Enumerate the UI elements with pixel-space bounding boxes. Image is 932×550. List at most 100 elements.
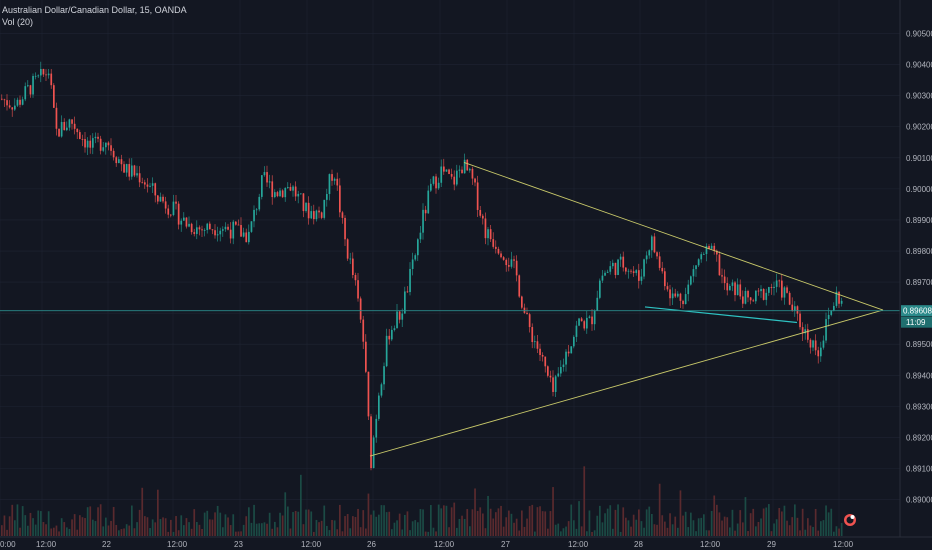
candle-body (84, 139, 86, 148)
candle-body (723, 276, 726, 284)
candle-body (586, 317, 588, 329)
volume-bar (544, 511, 547, 536)
trendlines[interactable] (369, 162, 884, 457)
candle-body (118, 159, 120, 164)
candle-body (411, 259, 414, 269)
volume-bar (214, 512, 216, 536)
candle-body (81, 138, 84, 140)
volume-bar (105, 517, 107, 536)
candle-body (450, 173, 453, 177)
volume-bar (380, 505, 383, 536)
candle-body (838, 291, 840, 304)
grid-lines (0, 0, 900, 537)
volume-bar (14, 520, 16, 536)
volume-bar (263, 522, 266, 536)
candle-body (287, 186, 289, 188)
candle-body (89, 140, 92, 148)
candle-body (612, 262, 614, 267)
volume-bar (235, 531, 237, 536)
candle-body (713, 245, 716, 251)
volume-bar (437, 504, 440, 536)
volume-bar (159, 519, 162, 536)
candle-body (68, 119, 71, 128)
candle-body (29, 85, 32, 95)
volume-bar (349, 528, 352, 536)
time-tick-label: 12:00 (700, 540, 721, 549)
candle-body (820, 347, 822, 357)
volume-bar (489, 508, 492, 536)
volume-bar (742, 522, 744, 536)
candle-body (786, 287, 788, 293)
volume-bar (588, 510, 591, 536)
candle-body (274, 192, 276, 198)
candlesticks[interactable] (1, 61, 843, 471)
candle-body (692, 269, 695, 277)
candle-body (224, 226, 227, 230)
candle-body (778, 280, 781, 282)
volume-bar (554, 524, 557, 536)
volume-bar (632, 514, 635, 536)
candle-body (183, 217, 185, 221)
candle-body (76, 128, 79, 133)
volume-bar (671, 524, 674, 536)
volume-bar (50, 528, 53, 536)
candle-body (190, 223, 193, 233)
candle-body (419, 232, 422, 240)
volume-bar (731, 509, 734, 536)
time-tick-label: 28 (634, 540, 643, 549)
time-axis[interactable] (0, 537, 932, 550)
volume-bar (617, 504, 619, 536)
volume-bar (513, 522, 515, 536)
candle-body (284, 187, 287, 198)
volume-bar (131, 505, 133, 536)
candle-body (237, 224, 240, 226)
candle-body (40, 68, 42, 76)
volume-bar (580, 526, 583, 536)
volume-bar (157, 489, 159, 536)
price-axis[interactable] (900, 0, 932, 550)
candle-body (560, 367, 562, 374)
volume-bar (167, 531, 170, 536)
volume-indicator-label[interactable]: Vol (20) (2, 17, 34, 27)
candle-body (765, 292, 768, 300)
volume-bar (575, 528, 578, 536)
candle-body (263, 172, 266, 176)
candle-body (79, 132, 81, 139)
candle-body (794, 306, 796, 311)
candle-body (235, 221, 237, 225)
volume-bar (66, 527, 68, 536)
volume-bar (151, 519, 154, 536)
candle-body (547, 366, 549, 376)
volume-bar (648, 506, 651, 536)
time-tick-label: 12:00 (833, 540, 854, 549)
volume-bar (388, 511, 391, 536)
volume-bar (354, 516, 357, 536)
volume-bar (684, 511, 687, 536)
volume-bar (456, 527, 458, 536)
candle-body (424, 209, 427, 214)
candle-body (3, 99, 6, 101)
candle-body (440, 166, 443, 183)
volume-bar (835, 526, 838, 536)
candle-body (515, 260, 518, 276)
candle-body (697, 259, 700, 266)
time-axis-ticks: 0:00 12:00 22 12:00 23 12:00 26 12:00 27 12:00 28 1… (0, 540, 854, 549)
candle-body (768, 287, 770, 293)
candle-body (105, 142, 107, 148)
candle-body (729, 285, 731, 291)
volume-bar (331, 519, 333, 536)
volume-bar (570, 504, 573, 536)
volume-bar (99, 504, 102, 536)
volume-bar (578, 501, 580, 536)
volume-bar (757, 521, 760, 536)
symbol-title[interactable]: Australian Dollar/Canadian Dollar, 15, O… (2, 5, 187, 15)
candle-body (718, 254, 721, 276)
volume-bar (627, 520, 630, 536)
volume-bar (92, 519, 94, 536)
tradingview-logo-icon[interactable] (844, 514, 856, 526)
volume-bar (604, 513, 606, 536)
candle-body (266, 172, 268, 183)
volume-bar (97, 507, 99, 536)
